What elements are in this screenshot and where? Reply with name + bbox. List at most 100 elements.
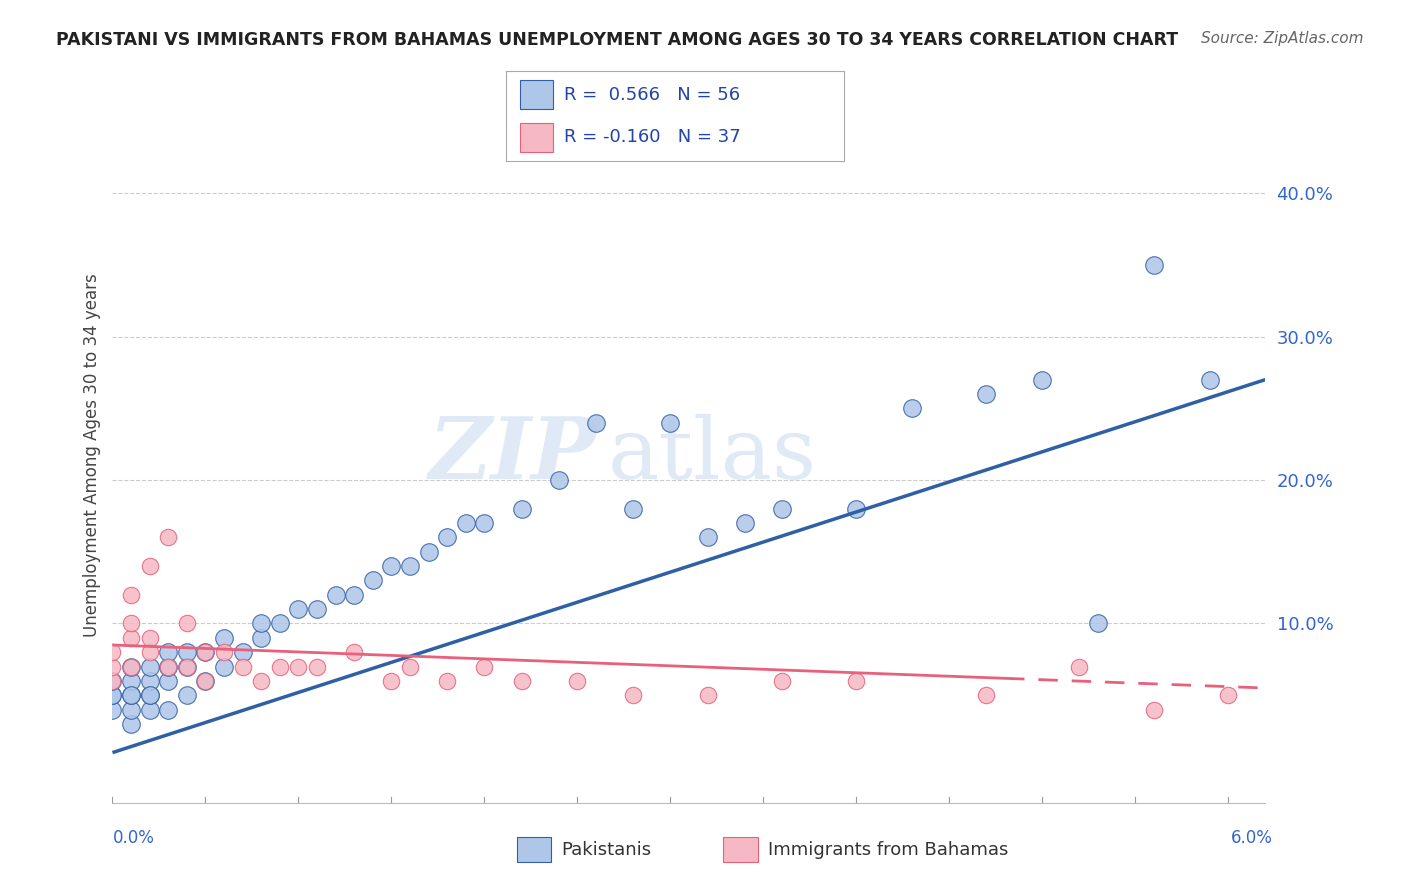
Point xyxy=(232,645,254,659)
Point xyxy=(194,645,217,659)
Point xyxy=(454,516,477,530)
Point xyxy=(120,673,142,688)
Point xyxy=(567,673,589,688)
Point xyxy=(138,631,160,645)
Point xyxy=(399,559,422,574)
Point xyxy=(120,688,142,702)
Point xyxy=(845,673,868,688)
Point xyxy=(399,659,422,673)
Bar xyxy=(520,123,554,152)
Point xyxy=(138,659,160,673)
Point xyxy=(436,673,458,688)
Point xyxy=(138,645,160,659)
Point xyxy=(157,530,180,544)
Point xyxy=(101,645,124,659)
Point xyxy=(659,416,682,430)
Text: Pakistanis: Pakistanis xyxy=(561,840,651,859)
Point xyxy=(250,631,273,645)
Bar xyxy=(520,80,554,109)
Point xyxy=(138,702,160,716)
Point xyxy=(101,688,124,702)
Point xyxy=(101,688,124,702)
Point xyxy=(976,688,998,702)
Point xyxy=(101,673,124,688)
Point xyxy=(138,688,160,702)
Point xyxy=(361,574,384,588)
Point xyxy=(343,588,366,602)
Point xyxy=(510,501,533,516)
Text: Source: ZipAtlas.com: Source: ZipAtlas.com xyxy=(1201,31,1364,46)
Point xyxy=(176,688,198,702)
Point xyxy=(976,387,998,401)
Point xyxy=(1087,616,1109,631)
Point xyxy=(474,516,496,530)
Point xyxy=(138,688,160,702)
Point xyxy=(120,588,142,602)
Text: Immigrants from Bahamas: Immigrants from Bahamas xyxy=(768,840,1008,859)
Point xyxy=(120,702,142,716)
Point xyxy=(120,659,142,673)
Point xyxy=(250,673,273,688)
Point xyxy=(325,588,347,602)
Point xyxy=(157,659,180,673)
Text: 6.0%: 6.0% xyxy=(1230,829,1272,847)
Point xyxy=(157,702,180,716)
Point xyxy=(380,559,402,574)
Point xyxy=(101,702,124,716)
Point xyxy=(1143,258,1166,272)
Point xyxy=(157,659,180,673)
Bar xyxy=(723,838,758,862)
Y-axis label: Unemployment Among Ages 30 to 34 years: Unemployment Among Ages 30 to 34 years xyxy=(83,273,101,637)
Text: atlas: atlas xyxy=(609,413,817,497)
Point xyxy=(194,673,217,688)
Point xyxy=(194,673,217,688)
Point xyxy=(770,501,793,516)
Text: ZIP: ZIP xyxy=(429,413,596,497)
Point xyxy=(474,659,496,673)
Point xyxy=(1143,702,1166,716)
Point xyxy=(212,645,235,659)
Point xyxy=(510,673,533,688)
Point xyxy=(212,659,235,673)
Point xyxy=(157,645,180,659)
Point xyxy=(1198,373,1220,387)
Point xyxy=(176,645,198,659)
Text: R =  0.566   N = 56: R = 0.566 N = 56 xyxy=(564,86,740,103)
Point xyxy=(120,717,142,731)
Point xyxy=(212,631,235,645)
Point xyxy=(232,659,254,673)
Point xyxy=(305,602,328,616)
Text: 0.0%: 0.0% xyxy=(112,829,155,847)
Point xyxy=(176,659,198,673)
Point xyxy=(287,659,309,673)
Point xyxy=(138,673,160,688)
Point xyxy=(176,616,198,631)
Point xyxy=(1069,659,1091,673)
Point xyxy=(696,688,718,702)
Point xyxy=(585,416,607,430)
Point xyxy=(287,602,309,616)
Point xyxy=(120,659,142,673)
Point xyxy=(120,688,142,702)
Point xyxy=(101,673,124,688)
Point xyxy=(120,616,142,631)
Point xyxy=(250,616,273,631)
Point xyxy=(1218,688,1240,702)
Point xyxy=(621,501,644,516)
Point xyxy=(343,645,366,659)
Text: PAKISTANI VS IMMIGRANTS FROM BAHAMAS UNEMPLOYMENT AMONG AGES 30 TO 34 YEARS CORR: PAKISTANI VS IMMIGRANTS FROM BAHAMAS UNE… xyxy=(56,31,1178,49)
Point xyxy=(269,616,291,631)
Point xyxy=(194,645,217,659)
Point xyxy=(770,673,793,688)
Point xyxy=(157,673,180,688)
Point xyxy=(436,530,458,544)
Point xyxy=(845,501,868,516)
Point xyxy=(380,673,402,688)
Point xyxy=(696,530,718,544)
Point xyxy=(418,545,440,559)
Bar xyxy=(517,838,551,862)
Point xyxy=(621,688,644,702)
Point xyxy=(305,659,328,673)
Point xyxy=(1031,373,1053,387)
Point xyxy=(734,516,756,530)
